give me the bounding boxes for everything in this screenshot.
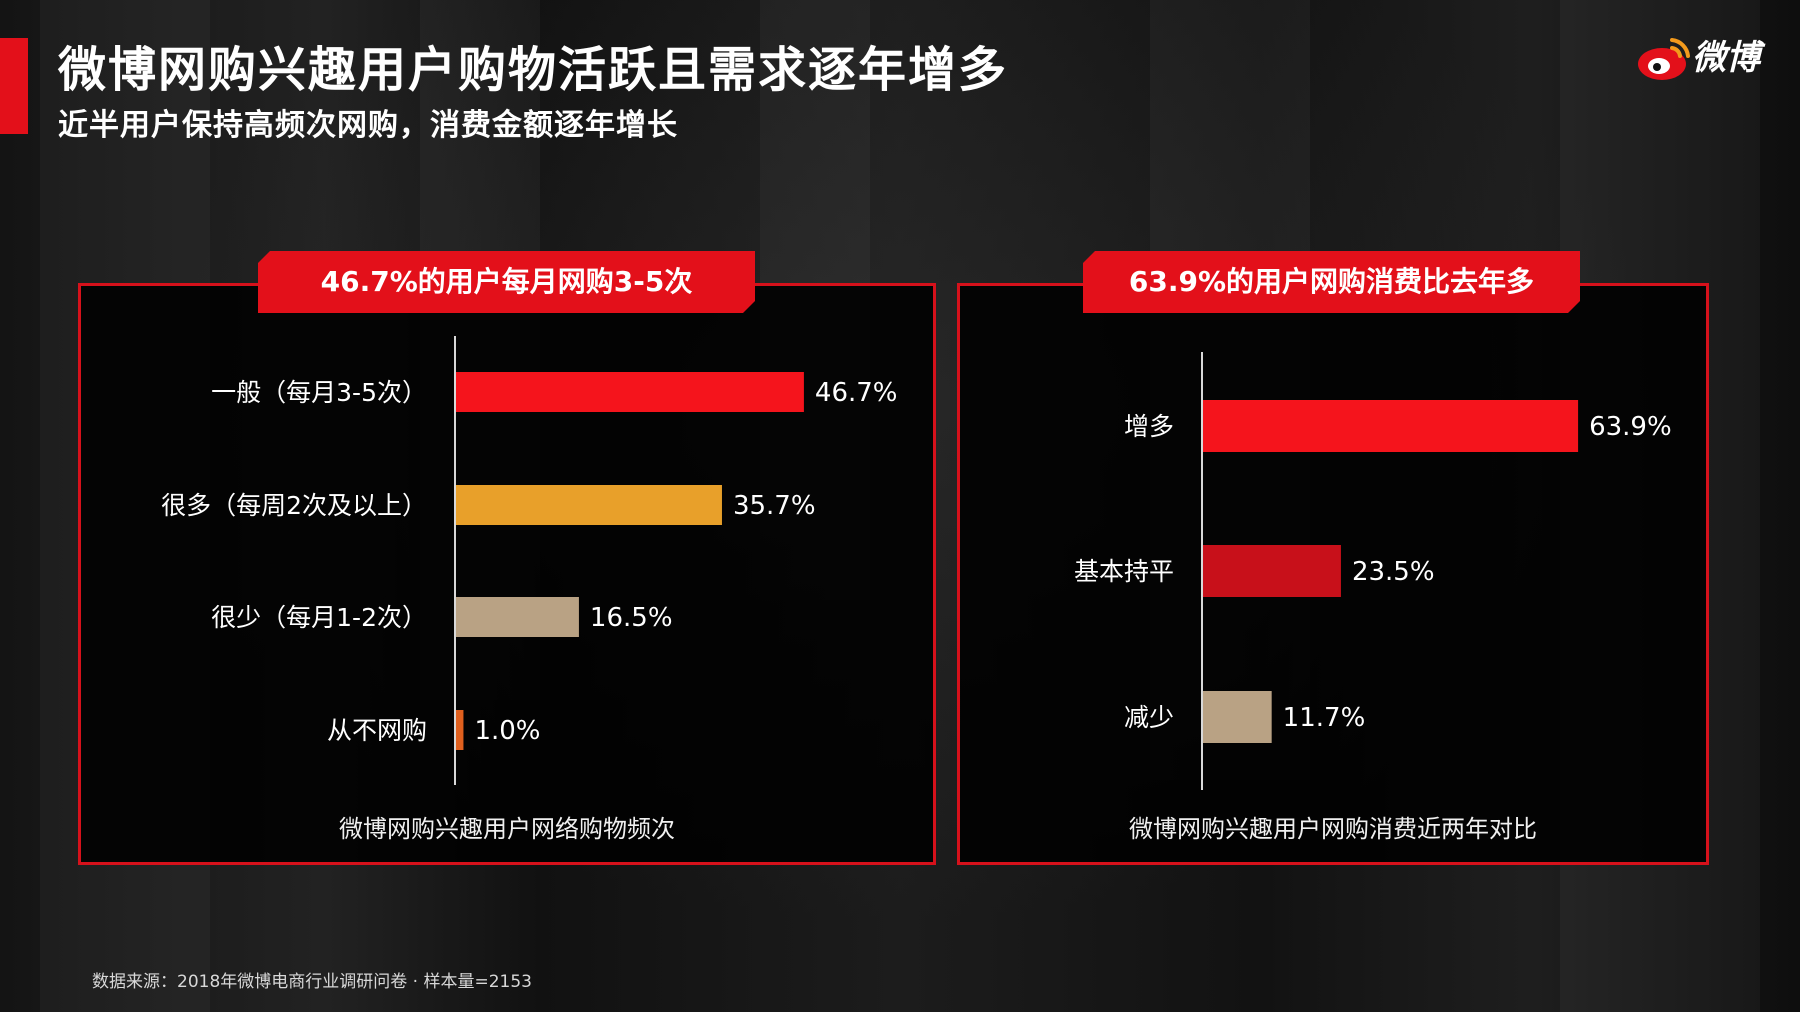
bar-spending-0 xyxy=(1203,400,1579,452)
category-label-frequency-2: 很少（每月1-2次） xyxy=(211,603,427,632)
chart-title-frequency: 46.7%的用户每月网购3-5次 xyxy=(258,251,755,313)
weibo-logo-text: 微博 xyxy=(1692,38,1760,78)
chart-panel-spending xyxy=(957,283,1709,865)
value-label-spending-0: 63.9% xyxy=(1589,412,1672,442)
value-label-spending-1: 23.5% xyxy=(1352,557,1435,587)
title-accent-bar xyxy=(0,38,28,134)
value-label-frequency-0: 46.7% xyxy=(815,378,898,408)
bar-frequency-2 xyxy=(456,597,579,637)
category-label-frequency-0: 一般（每月3-5次） xyxy=(211,378,427,407)
page-subtitle: 近半用户保持高频次网购，消费金额逐年增长 xyxy=(58,108,678,143)
value-label-frequency-1: 35.7% xyxy=(733,491,816,521)
bar-frequency-1 xyxy=(456,485,722,525)
value-label-spending-2: 11.7% xyxy=(1283,703,1366,733)
category-label-frequency-3: 从不网购 xyxy=(327,716,427,745)
value-label-frequency-3: 1.0% xyxy=(474,716,540,746)
weibo-logo-icon xyxy=(1638,38,1690,80)
category-label-spending-1: 基本持平 xyxy=(1074,557,1174,586)
category-label-spending-0: 增多 xyxy=(1124,412,1174,441)
chart-caption-frequency: 微博网购兴趣用户网络购物频次 xyxy=(339,815,675,843)
bar-spending-2 xyxy=(1203,691,1272,743)
chart-caption-spending: 微博网购兴趣用户网购消费近两年对比 xyxy=(1129,815,1537,843)
bar-spending-1 xyxy=(1203,545,1341,597)
category-label-spending-2: 减少 xyxy=(1124,703,1174,732)
value-label-frequency-2: 16.5% xyxy=(590,603,673,633)
bar-frequency-3 xyxy=(456,710,464,750)
category-label-frequency-1: 很多（每周2次及以上） xyxy=(161,491,427,520)
data-source-note: 数据来源：2018年微博电商行业调研问卷 · 样本量=2153 xyxy=(92,972,532,992)
page-title: 微博网购兴趣用户购物活跃且需求逐年增多 xyxy=(58,42,1009,98)
bar-frequency-0 xyxy=(456,372,804,412)
chart-title-spending: 63.9%的用户网购消费比去年多 xyxy=(1083,251,1580,313)
